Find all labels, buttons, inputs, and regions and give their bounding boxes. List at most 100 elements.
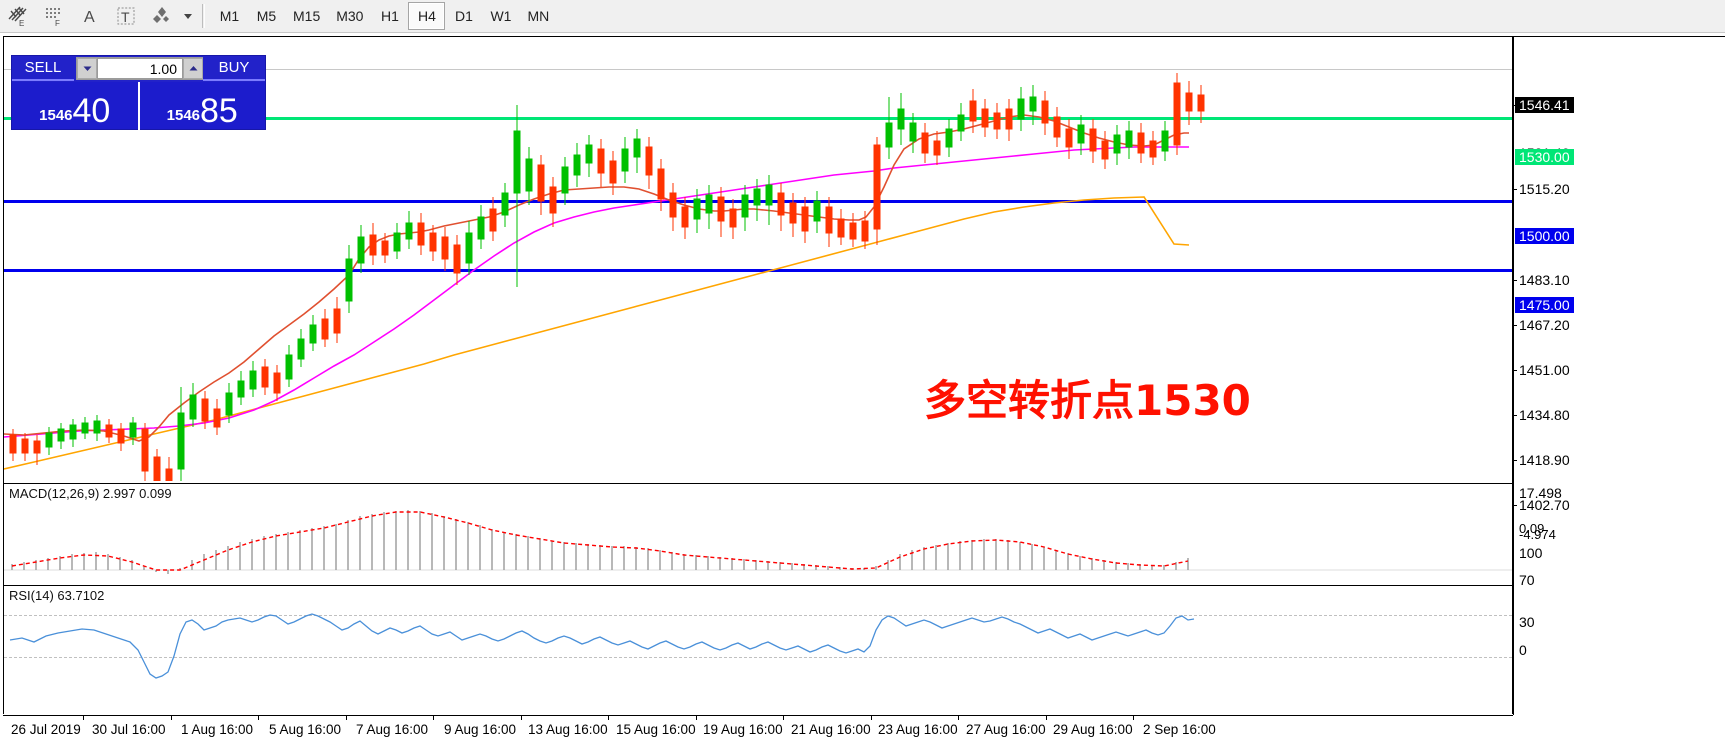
time-label: 2 Sep 16:00 [1143, 722, 1216, 737]
price-label-1418: 1418.90 [1519, 452, 1570, 468]
timeframe-h4[interactable]: H4 [408, 2, 446, 30]
time-label: 1 Aug 16:00 [181, 722, 254, 737]
price-label-1530-green[interactable]: 1530.00 [1515, 149, 1574, 165]
rsi-gridline-30 [4, 657, 1512, 658]
price-label-1515: 1515.20 [1519, 181, 1570, 197]
axis-tick [1513, 460, 1517, 461]
macd-signal-line [11, 511, 1189, 571]
buy-button[interactable]: BUY [203, 56, 265, 81]
candle-group-1 [9, 73, 1205, 481]
timeframe-h1[interactable]: H1 [381, 8, 399, 24]
time-label: 5 Aug 16:00 [269, 722, 342, 737]
level-line-1530-green[interactable] [4, 117, 1512, 120]
time-tick [783, 716, 784, 720]
svg-text:E: E [19, 19, 24, 28]
price-label-1434: 1434.80 [1519, 407, 1570, 423]
macd-label-min: -4.974 [1519, 527, 1556, 542]
chevron-down-icon[interactable] [180, 1, 196, 31]
time-label: 7 Aug 16:00 [356, 722, 429, 737]
axis-tick [1513, 415, 1517, 416]
rsi-plot [9, 613, 1195, 679]
time-tick [171, 716, 172, 720]
ma-red-line [4, 114, 1189, 442]
volume-increase-button[interactable] [183, 58, 203, 79]
price-label-1500-blue[interactable]: 1500.00 [1515, 228, 1574, 244]
timeframe-m15[interactable]: M15 [293, 8, 321, 24]
rsi-label: RSI(14) 63.7102 [9, 588, 105, 603]
time-tick [83, 716, 84, 720]
volume-value[interactable]: 1.00 [97, 58, 183, 79]
price-label-1467: 1467.20 [1519, 317, 1570, 333]
time-label: 19 Aug 16:00 [703, 722, 783, 737]
price-pane[interactable]: 多空转折点1530 [4, 37, 1512, 481]
timeframe-m30[interactable]: M30 [336, 8, 364, 24]
candlestick-series [9, 73, 1205, 481]
time-axis[interactable]: 26 Jul 2019 30 Jul 16:00 1 Aug 16:00 5 A… [3, 715, 1513, 749]
svg-text:A: A [84, 9, 95, 26]
buy-price-prefix: 1546 [166, 107, 201, 124]
text-label-icon[interactable]: T [108, 1, 144, 31]
timeframe-m5[interactable]: M5 [256, 8, 277, 24]
buy-price[interactable]: 1546 85 [140, 82, 266, 130]
axis-tick [1513, 325, 1517, 326]
sell-price-pips: 40 [72, 92, 111, 130]
buy-price-pips: 85 [200, 92, 238, 130]
time-tick [433, 716, 434, 720]
rsi-label-70: 70 [1519, 572, 1535, 588]
toolbar-separator [202, 4, 205, 28]
time-tick [346, 716, 347, 720]
chart-annotation-text[interactable]: 多空转折点1530 [924, 376, 1251, 425]
rsi-label-30: 30 [1519, 614, 1535, 630]
time-label: 30 Jul 16:00 [92, 722, 166, 737]
rsi-label-100: 100 [1519, 545, 1543, 561]
macd-pane[interactable]: MACD(12,26,9) 2.997 0.099 [4, 483, 1512, 583]
indicators-icon[interactable]: E [0, 1, 36, 31]
price-axis[interactable]: 1546.41 1531.40 1530.00 1515.20 1500.00 … [1513, 36, 1725, 715]
sell-price[interactable]: 1546 40 [12, 82, 138, 130]
macd-plot [4, 510, 1512, 574]
axis-tick [1513, 189, 1517, 190]
templates-icon[interactable]: F [36, 1, 72, 31]
rsi-line [9, 613, 1195, 679]
time-label: 13 Aug 16:00 [528, 722, 608, 737]
macd-label: MACD(12,26,9) 2.997 0.099 [9, 486, 172, 501]
rsi-pane[interactable]: RSI(14) 63.7102 [4, 585, 1512, 715]
price-label-1475-blue[interactable]: 1475.00 [1515, 297, 1574, 313]
main-toolbar: E F A T [0, 0, 1725, 33]
volume-input-group[interactable]: 1.00 [76, 57, 204, 80]
level-line-1475-blue[interactable] [4, 269, 1512, 272]
price-axis-line [1513, 37, 1514, 715]
time-label: 15 Aug 16:00 [616, 722, 696, 737]
timeframe-d1[interactable]: D1 [455, 8, 473, 24]
rsi-label-0: 0 [1519, 642, 1527, 658]
trade-panel-divider [137, 82, 140, 130]
macd-label-max: 17.498 [1519, 485, 1562, 501]
time-tick [1133, 716, 1134, 720]
timeframe-m1[interactable]: M1 [219, 8, 240, 24]
time-tick [958, 716, 959, 720]
objects-icon[interactable] [144, 1, 180, 31]
one-click-trading-panel[interactable]: SELL 1.00 BUY 1546 40 1546 85 [11, 55, 266, 130]
axis-tick [1513, 505, 1517, 506]
moving-averages [4, 114, 1190, 470]
time-label: 29 Aug 16:00 [1053, 722, 1133, 737]
time-tick [608, 716, 609, 720]
time-tick [521, 716, 522, 720]
time-tick [1046, 716, 1047, 720]
chart-frame[interactable]: XAUUSD-,H4 1544.98 1549.39 1544.95 1546.… [3, 36, 1513, 715]
time-label: 27 Aug 16:00 [966, 722, 1046, 737]
price-label-1483: 1483.10 [1519, 272, 1570, 288]
svg-text:T: T [121, 9, 130, 25]
timeframe-w1[interactable]: W1 [490, 8, 512, 24]
time-label: 26 Jul 2019 [11, 722, 81, 737]
axis-tick [1513, 280, 1517, 281]
volume-decrease-button[interactable] [77, 58, 97, 79]
macd-label-zero: 0.09 [1519, 521, 1545, 536]
time-tick [871, 716, 872, 720]
time-label: 21 Aug 16:00 [791, 722, 871, 737]
gridline-1546 [4, 69, 1512, 70]
sell-button[interactable]: SELL [12, 56, 74, 81]
text-tool-icon[interactable]: A [72, 1, 108, 31]
timeframe-mn[interactable]: MN [527, 8, 550, 24]
time-tick [696, 716, 697, 720]
